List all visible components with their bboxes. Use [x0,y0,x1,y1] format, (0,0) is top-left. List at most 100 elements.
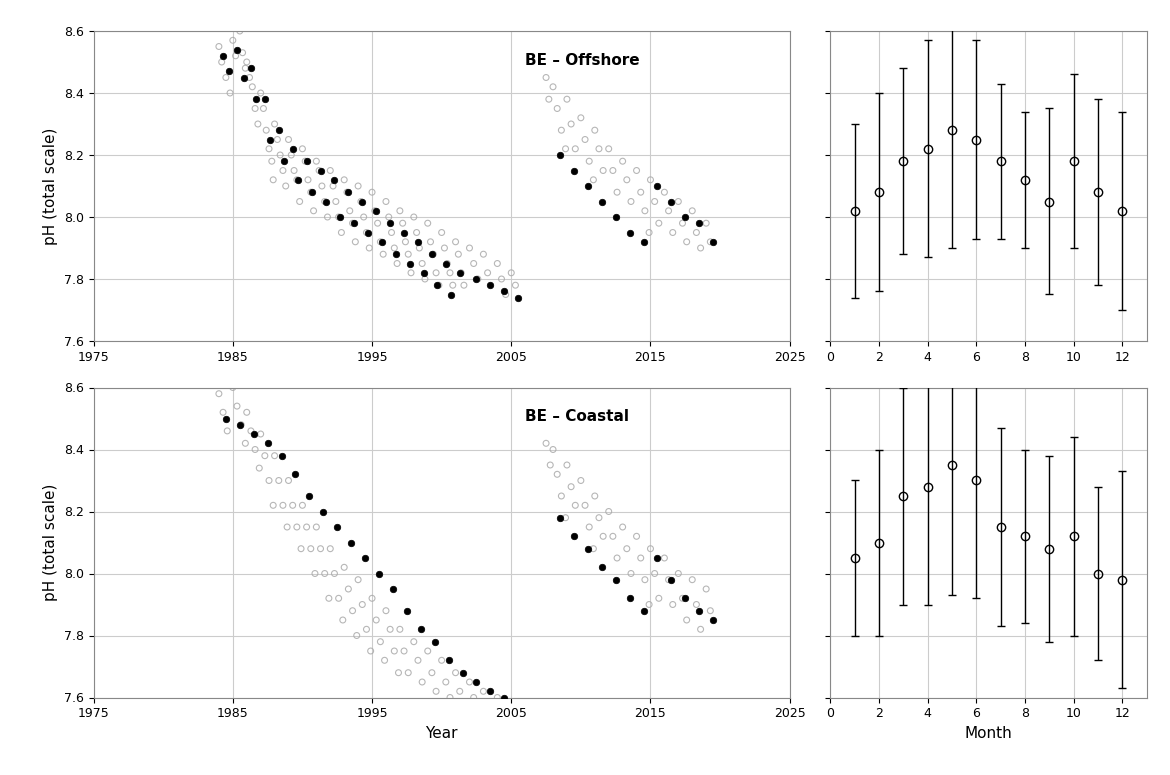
Point [214,406,233,419]
Point [565,164,584,177]
Point [289,174,308,186]
Point [439,654,457,666]
Point [468,273,487,285]
Point [408,236,427,248]
Point [230,418,249,431]
Point [349,574,367,586]
Point [345,217,364,229]
Point [393,217,412,229]
Point [640,598,659,611]
Point [571,112,590,124]
Point [446,236,464,248]
Point [663,598,682,611]
Point [599,505,618,518]
Point [464,257,483,270]
Point [292,499,311,512]
Point [335,174,353,186]
Point [516,707,535,719]
Point [362,645,380,657]
Point [495,691,514,704]
Point [673,592,691,604]
Point [386,248,405,260]
Point [565,530,584,542]
Point [669,567,688,580]
Point [435,242,454,254]
Point [621,195,640,208]
Point [613,155,632,167]
Point [243,81,262,93]
Point [304,205,323,217]
Point [544,81,563,93]
Point [405,211,424,223]
Point [704,236,723,248]
Point [274,164,292,177]
Point [218,425,236,437]
Point [659,574,677,586]
Point [558,93,577,105]
Point [353,598,372,611]
Point [537,71,556,84]
Point [429,279,448,291]
Point [307,521,325,533]
Point [342,536,360,549]
Point [391,623,410,636]
Point [551,512,570,524]
Point [450,685,469,698]
Point [408,654,427,666]
Point [209,388,228,400]
Point [562,118,580,130]
Point [422,666,441,679]
Point [373,248,392,260]
Point [450,267,469,279]
Point [277,521,296,533]
Point [552,124,571,136]
Point [467,676,486,688]
Point [428,279,447,291]
Point [254,102,273,115]
Point [247,93,266,105]
Point [321,164,339,177]
Point [669,195,688,208]
Point [584,174,603,186]
Point [288,521,307,533]
Point [400,257,419,270]
Point [594,530,613,542]
Point [496,288,515,301]
Point [357,226,376,239]
Point [413,257,432,270]
Point [474,248,493,260]
Point [297,521,316,533]
Point [346,236,365,248]
Point [620,592,639,604]
Point [255,93,274,105]
Point [282,149,301,161]
Point [358,226,377,239]
Point [321,542,339,555]
Point [380,217,399,229]
Point [648,552,667,564]
Point [556,512,574,524]
Point [509,291,528,304]
Point [493,273,511,285]
Point [467,273,486,285]
Point [412,623,431,636]
Y-axis label: pH (total scale): pH (total scale) [43,127,59,245]
Point [407,226,426,239]
Point [460,242,479,254]
Point [655,552,674,564]
Point [307,155,325,167]
Point [288,174,307,186]
Point [390,666,408,679]
Point [648,180,667,192]
Point [449,248,468,260]
Point [676,592,695,604]
Point [446,666,464,679]
Point [371,636,390,648]
Point [606,211,625,223]
Point [662,574,681,586]
Point [455,698,474,710]
Point [551,149,570,161]
Point [566,143,585,155]
Point [441,267,460,279]
Point [419,645,438,657]
